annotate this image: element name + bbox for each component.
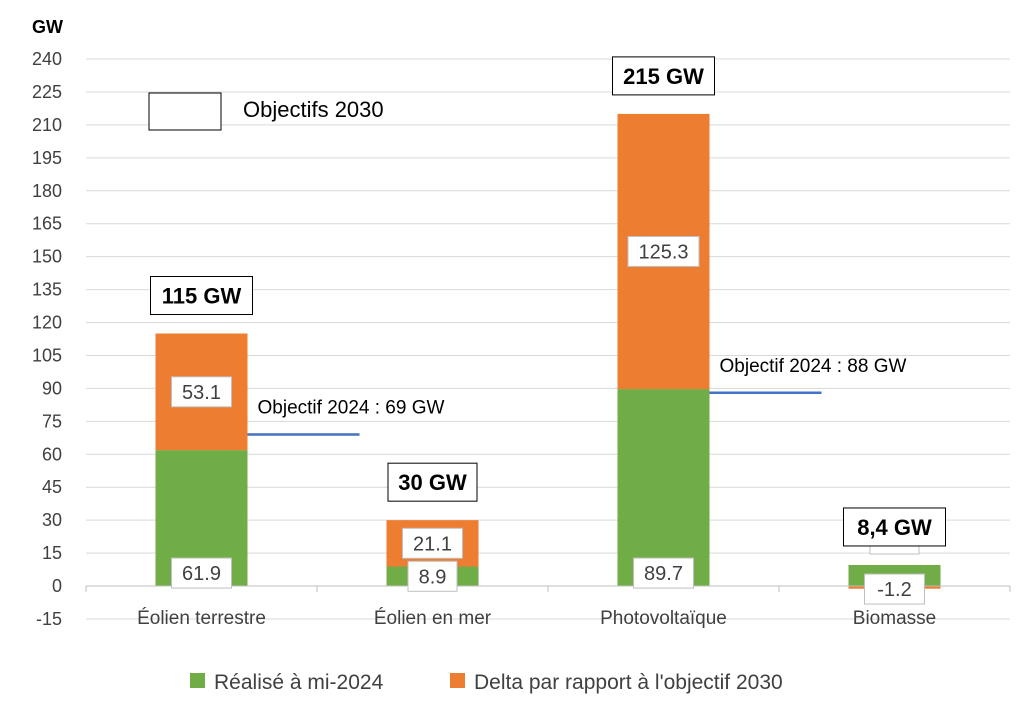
value-label-delta: -1.2 [877,579,911,601]
y-tick-label: 240 [32,49,62,69]
value-label-delta-box [402,527,463,559]
y-tick-label: 105 [32,345,62,365]
legend-label: Réalisé à mi-2024 [214,671,384,694]
value-label-delta-box [864,573,925,605]
category-labels: Éolien terrestre Éolien en mer Photovoltaï… [137,608,936,629]
value-label-delta-box [627,235,700,267]
y-axis-ticks: -15 0 15 30 45 60 75 90 105 120 135 150 165 180 195 210… [32,49,62,629]
value-label-delta-box [171,376,232,408]
y-tick-label: 30 [42,510,62,530]
y-tick-label: 180 [32,181,62,201]
value-label-realise-box [407,560,458,592]
legend-swatch [450,673,465,688]
category-label: Photovoltaïque [600,608,727,629]
y-tick-label: 60 [42,444,62,464]
value-label-delta: 53.1 [182,382,221,404]
x-axis [85,585,1011,593]
y-tick-label: 45 [42,477,62,497]
total-box [843,507,946,547]
legend-swatch [190,673,205,688]
y-tick-label: 165 [32,214,62,234]
total-labels: 115 GW 30 GW 215 GW 8,4 GW [150,56,946,547]
objectives-2030-key-label: Objectifs 2030 [243,97,384,122]
legend: Réalisé à mi-2024 Delta par rapport à l'o… [190,671,783,694]
total-label: 8,4 GW [857,515,932,540]
objective-2024-markers: Objectif 2024 : 69 GW Objectif 2024 : 88 … [247,356,907,436]
y-tick-label: 75 [42,411,62,431]
objective-label: Objectif 2024 : 69 GW [258,398,445,419]
y-tick-label: 210 [32,115,62,135]
y-tick-label: 15 [42,543,62,563]
y-tick-label: 120 [32,313,62,333]
total-label: 215 GW [623,64,704,89]
total-box [150,276,253,316]
total-label: 30 GW [398,470,467,495]
y-tick-label: 150 [32,247,62,267]
legend-label: Delta par rapport à l'objectif 2030 [474,671,783,694]
category-label: Éolien en mer [374,608,492,629]
y-tick-label: 225 [32,82,62,102]
value-label-realise: 61.9 [182,563,221,585]
total-box [387,462,478,502]
y-tick-label: 90 [42,378,62,398]
bar-realise [617,389,710,587]
objective-label: Objectif 2024 : 88 GW [720,356,907,377]
y-tick-label: -15 [36,609,62,629]
objectives-2030-key: Objectifs 2030 [148,92,384,131]
total-box [612,56,715,96]
value-label-realise: 89.7 [644,563,683,585]
category-label: Éolien terrestre [137,608,266,629]
bars [155,113,941,589]
total-label: 115 GW [162,284,242,309]
y-tick-label: 0 [52,576,62,596]
value-label-realise-box [633,557,694,589]
objectives-2030-key-box [148,92,222,131]
y-unit-label: GW [32,17,63,37]
category-label: Biomasse [853,608,936,629]
value-label-realise-box [171,557,232,589]
y-tick-label: 135 [32,280,62,300]
value-label-delta: 21.1 [413,533,452,555]
value-label-realise: 8.9 [419,566,447,588]
y-tick-label: 195 [32,148,62,168]
value-label-delta: 125.3 [638,241,688,263]
